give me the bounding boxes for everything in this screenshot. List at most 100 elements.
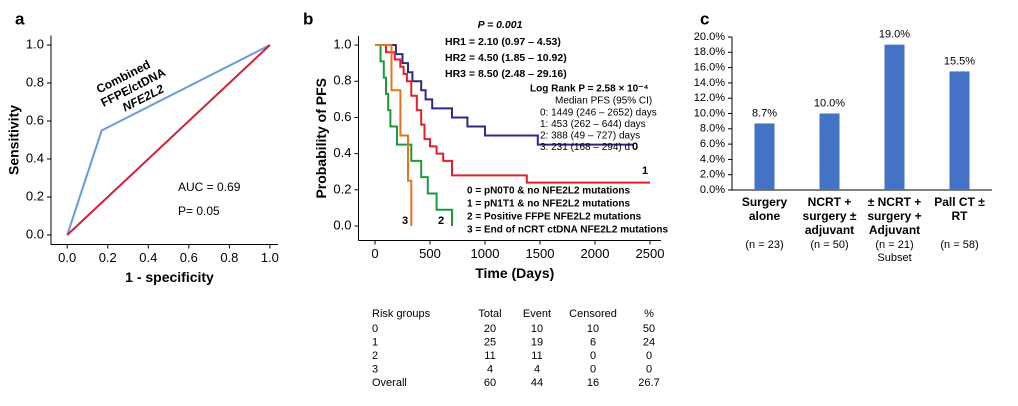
y-tick-label: 16.0% bbox=[694, 62, 725, 74]
table-cell: 6 bbox=[590, 336, 596, 348]
table-cell: 11 bbox=[531, 350, 542, 362]
curve bbox=[375, 44, 413, 227]
annotation: HR1 = 2.10 (0.97 – 4.53) bbox=[445, 36, 561, 48]
legend-label: 0 = pN0T0 & no NFE2L2 mutations bbox=[467, 186, 631, 197]
y-tick-label: 0.0 bbox=[26, 226, 44, 241]
table-header: Risk groups bbox=[372, 308, 431, 320]
y-tick-label: 14.0% bbox=[694, 77, 725, 89]
table-header: % bbox=[644, 308, 654, 320]
median-label: 3: 231 (168 – 294) d bbox=[540, 142, 630, 153]
curve bbox=[375, 44, 650, 184]
y-tick-label: 0.0% bbox=[700, 184, 725, 196]
y-tick-label: 0.8 bbox=[26, 74, 44, 89]
table-cell: 2 bbox=[372, 350, 378, 362]
x-axis-label: Time (Days) bbox=[475, 265, 554, 281]
y-tick-label: 10.0% bbox=[694, 107, 725, 119]
annotation: AUC = 0.69 bbox=[178, 180, 241, 194]
table-cell: 3 bbox=[372, 363, 378, 375]
y-tick-label: 1.0 bbox=[333, 36, 351, 51]
x-tick-label: 1500 bbox=[526, 246, 555, 261]
curve bbox=[66, 44, 271, 236]
table-header: Event bbox=[523, 308, 551, 320]
x-tick-label: 2000 bbox=[581, 246, 610, 261]
y-tick-label: 0.2 bbox=[26, 188, 44, 203]
table-cell: 11 bbox=[484, 350, 495, 362]
table-cell: 0 bbox=[372, 323, 378, 335]
y-tick-label: 0.0 bbox=[333, 217, 351, 232]
table-cell: Overall bbox=[372, 377, 407, 389]
table-cell: 4 bbox=[487, 363, 493, 375]
table-cell: 0 bbox=[590, 363, 596, 375]
value-label: 19.0% bbox=[879, 29, 910, 41]
table-cell: 16 bbox=[587, 377, 599, 389]
y-tick-label: 8.0% bbox=[700, 123, 725, 135]
table-cell: 0 bbox=[646, 363, 652, 375]
curve bbox=[375, 44, 634, 146]
table-cell: 10 bbox=[587, 323, 599, 335]
curve-end-label: 2 bbox=[438, 215, 444, 227]
x-tick-label: 500 bbox=[419, 246, 441, 261]
panel-label: b bbox=[303, 9, 313, 28]
category-label: Pall CT ± RT bbox=[934, 195, 985, 223]
y-tick-label: 6.0% bbox=[700, 138, 725, 150]
table-cell: 25 bbox=[484, 336, 496, 348]
table-cell: 44 bbox=[531, 377, 543, 389]
table-cell: 10 bbox=[531, 323, 543, 335]
x-tick-label: 1000 bbox=[471, 246, 500, 261]
curve bbox=[375, 44, 453, 227]
category-label: Surgery alone bbox=[741, 195, 788, 223]
table-cell: 50 bbox=[643, 323, 655, 335]
bar bbox=[754, 123, 775, 190]
x-tick-label: 0.8 bbox=[220, 250, 238, 265]
table-cell: 4 bbox=[534, 363, 540, 375]
y-tick-label: 0.4 bbox=[26, 150, 44, 165]
panel-label: a bbox=[15, 9, 25, 28]
table-cell: 24 bbox=[643, 336, 655, 348]
curve bbox=[66, 44, 271, 236]
group-size: (n = 21) Subset bbox=[875, 239, 914, 264]
table-cell: 1 bbox=[372, 336, 378, 348]
table-cell: 26.7 bbox=[638, 377, 659, 389]
x-tick-label: 1.0 bbox=[261, 250, 279, 265]
y-tick-label: 0.6 bbox=[26, 112, 44, 127]
bar bbox=[949, 71, 970, 190]
y-tick-label: 0.8 bbox=[333, 73, 351, 88]
table-header: Total bbox=[478, 308, 501, 320]
y-tick-label: 1.0 bbox=[26, 36, 44, 51]
group-size: (n = 50) bbox=[810, 239, 849, 251]
x-tick-label: 0.2 bbox=[99, 250, 117, 265]
group-size: (n = 58) bbox=[940, 239, 979, 251]
annotation: HR2 = 4.50 (1.85 – 10.92) bbox=[445, 52, 567, 64]
legend-label: 1 = pN1T1 & no NFE2L2 mutations bbox=[467, 199, 631, 210]
table-cell: 60 bbox=[484, 377, 496, 389]
legend-label: 2 = Positive FFPE NFE2L2 mutations bbox=[467, 212, 642, 223]
annotation: Median PFS (95% CI) bbox=[555, 96, 652, 107]
table-header: Censored bbox=[569, 308, 617, 320]
x-tick-label: 0.4 bbox=[139, 250, 157, 265]
table-cell: 19 bbox=[531, 336, 543, 348]
bar bbox=[819, 113, 840, 190]
annotation: Log Rank P = 2.58 × 10⁻⁴ bbox=[530, 84, 648, 95]
table-cell: 20 bbox=[484, 323, 496, 335]
y-tick-label: 4.0% bbox=[700, 153, 725, 165]
y-tick-label: 0.6 bbox=[333, 109, 351, 124]
x-tick-label: 0.0 bbox=[58, 250, 76, 265]
value-label: 8.7% bbox=[752, 107, 777, 119]
curve-end-label: 0 bbox=[632, 141, 638, 153]
y-tick-label: 20.0% bbox=[694, 31, 725, 43]
value-label: 15.5% bbox=[944, 55, 975, 67]
category-label: NCRT + surgery ± adjuvant bbox=[802, 195, 857, 237]
y-axis-label: Sensitivity bbox=[6, 105, 22, 175]
annotation: HR3 = 8.50 (2.48 – 29.16) bbox=[445, 68, 567, 80]
annotation: P= 0.05 bbox=[178, 204, 220, 218]
y-tick-label: 0.4 bbox=[333, 145, 351, 160]
group-size: (n = 23) bbox=[745, 239, 784, 251]
x-tick-label: 2500 bbox=[636, 246, 665, 261]
x-tick-label: 0 bbox=[371, 246, 378, 261]
table-cell: 0 bbox=[646, 350, 652, 362]
y-tick-label: 12.0% bbox=[694, 92, 725, 104]
table-cell: 0 bbox=[590, 350, 596, 362]
